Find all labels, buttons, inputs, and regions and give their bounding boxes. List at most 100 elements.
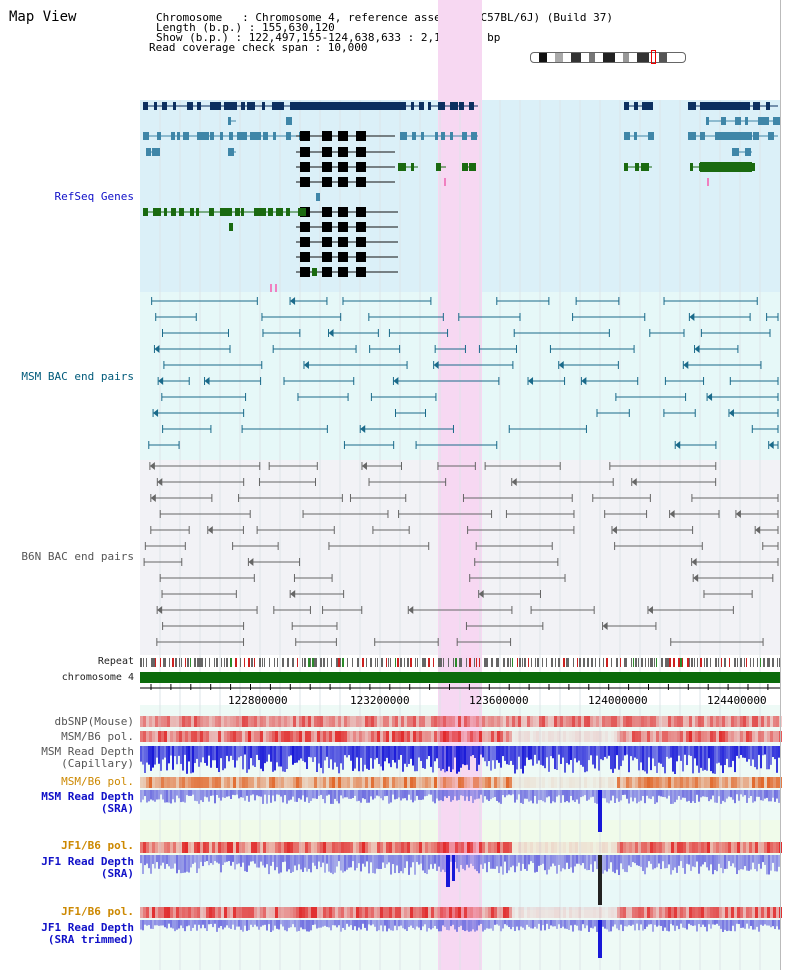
track-label-msm-b6-pol-2[interactable]: MSM/B6 pol.	[61, 775, 134, 788]
jf1-trimmed-depth	[624, 920, 626, 927]
dbsnp-strip	[251, 716, 254, 727]
track-label-msm-read-depth-capillary[interactable]: MSM Read Depth	[41, 745, 134, 758]
msm-pol-strip-2	[485, 777, 488, 788]
dbsnp-strip	[380, 716, 383, 727]
jf1-trimmed-depth	[338, 920, 340, 926]
jf1-sra-depth	[216, 855, 218, 863]
jf1-pol-strip-2	[686, 907, 689, 918]
msm-pol-strip	[677, 731, 680, 742]
jf1-trimmed-depth	[584, 920, 586, 929]
track-label-chromosome[interactable]: chromosome 4	[61, 672, 134, 683]
dbsnp-strip	[185, 716, 188, 727]
gene-exon	[690, 163, 693, 171]
msm-sra-depth	[360, 790, 362, 803]
msm-capillary-depth	[670, 746, 672, 758]
jf1-trimmed-depth	[716, 920, 718, 924]
jf1-pol-strip-2	[671, 907, 674, 918]
repeat-element	[459, 658, 461, 667]
jf1-trimmed-depth	[194, 920, 196, 925]
msm-pol-strip	[509, 731, 512, 742]
track-label-msm-bac-end-pairs[interactable]: MSM BAC end pairs	[21, 370, 134, 383]
msm-pol-strip	[665, 731, 668, 742]
msm-pol-strip-2	[371, 777, 374, 788]
track-label-repeat[interactable]: Repeat	[97, 656, 134, 667]
msm-pol-strip-2	[437, 777, 440, 788]
msm-sra-depth	[230, 790, 232, 800]
gene-exon	[300, 222, 310, 232]
msm-sra-depth	[208, 790, 210, 802]
msm-capillary-depth	[446, 746, 448, 772]
jf1-trimmed-depth	[644, 920, 646, 930]
gene-exon	[641, 163, 649, 171]
jf1-sra-depth	[260, 855, 262, 862]
jf1-pol-strip	[626, 842, 629, 853]
jf1-pol-strip-2	[140, 907, 143, 918]
track-label-jf1-read-depth-sra[interactable]: JF1 Read Depth	[41, 855, 134, 868]
jf1-pol-strip-2	[425, 907, 428, 918]
msm-capillary-depth	[168, 746, 170, 764]
jf1-trimmed-depth	[326, 920, 328, 927]
jf1-pol-strip	[179, 842, 182, 853]
gene-exon	[624, 132, 630, 140]
chromosome-ideogram[interactable]	[530, 52, 686, 63]
jf1-pol-strip	[239, 842, 242, 853]
jf1-trimmed-depth	[290, 920, 292, 928]
dbsnp-strip	[476, 716, 479, 727]
track-label-b6n-bac-end-pairs[interactable]: B6N BAC end pairs	[21, 550, 134, 563]
jf1-sra-depth	[370, 855, 372, 863]
msm-capillary-depth	[398, 746, 400, 760]
msm-capillary-depth	[772, 746, 774, 758]
jf1-sra-depth	[486, 855, 488, 873]
msm-capillary-depth	[330, 746, 332, 760]
jf1-trimmed-depth	[342, 920, 344, 928]
jf1-sra-depth	[360, 855, 362, 872]
jf1-pol-strip-2	[293, 907, 296, 918]
msm-pol-strip	[275, 731, 278, 742]
jf1-trimmed-depth	[630, 920, 632, 926]
jf1-pol-strip-2	[209, 907, 212, 918]
msm-capillary-depth	[316, 746, 318, 773]
jf1-trimmed-depth	[556, 920, 558, 929]
track-label-dbsnp[interactable]: dbSNP(Mouse)	[54, 715, 134, 728]
track-label-jf1-read-depth-trimmed[interactable]: JF1 Read Depth	[41, 921, 134, 934]
jf1-sra-depth	[206, 855, 208, 862]
msm-capillary-depth	[452, 746, 454, 770]
msm-capillary-depth	[230, 746, 232, 756]
jf1-trimmed-depth	[382, 920, 384, 932]
jf1-pol-strip-2	[188, 907, 191, 918]
jf1-trimmed-depth	[306, 920, 308, 932]
jf1-pol-strip-2	[368, 907, 371, 918]
track-label-jf1-b6-pol[interactable]: JF1/B6 pol.	[61, 839, 134, 852]
msm-pol-strip-2	[263, 777, 266, 788]
jf1-pol-strip	[506, 842, 509, 853]
track-label-msm-b6-pol[interactable]: MSM/B6 pol.	[61, 730, 134, 743]
gene-exon	[210, 102, 216, 110]
repeat-element	[486, 658, 488, 667]
track-label-jf1-b6-pol-2[interactable]: JF1/B6 pol.	[61, 905, 134, 918]
msm-pol-strip	[689, 731, 692, 742]
depth-spike	[598, 790, 602, 832]
msm-capillary-depth	[596, 746, 598, 756]
track-label-refseq-genes[interactable]: RefSeq Genes	[54, 190, 134, 203]
dbsnp-strip	[707, 716, 710, 727]
jf1-sra-depth	[264, 855, 266, 868]
jf1-pol-strip	[380, 842, 383, 853]
msm-sra-depth	[632, 790, 634, 802]
jf1-pol-strip	[719, 842, 722, 853]
msm-pol-strip-2	[710, 777, 713, 788]
jf1-sra-depth	[754, 855, 756, 870]
jf1-trimmed-depth	[764, 920, 766, 925]
b6n-bac-arrow	[150, 494, 156, 502]
track-label-msm-read-depth-sra[interactable]: MSM Read Depth	[41, 790, 134, 803]
msm-capillary-depth	[368, 746, 370, 770]
jf1-trimmed-depth	[362, 920, 364, 924]
jf1-sra-depth	[248, 855, 250, 866]
repeat-element	[744, 658, 745, 667]
jf1-sra-depth	[330, 855, 332, 873]
msm-pol-strip	[341, 731, 344, 742]
msm-pol-strip-2	[203, 777, 206, 788]
jf1-pol-strip	[347, 842, 350, 853]
jf1-pol-strip	[155, 842, 158, 853]
